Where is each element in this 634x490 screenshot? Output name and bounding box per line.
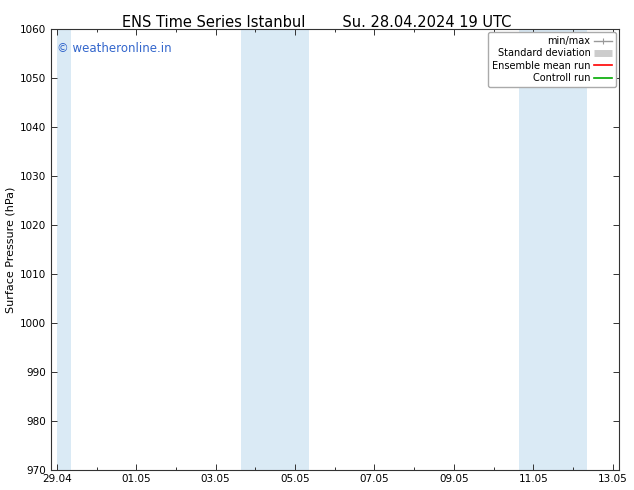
Text: ENS Time Series Istanbul        Su. 28.04.2024 19 UTC: ENS Time Series Istanbul Su. 28.04.2024 …	[122, 15, 512, 30]
Y-axis label: Surface Pressure (hPa): Surface Pressure (hPa)	[6, 186, 16, 313]
Bar	[519, 29, 587, 469]
Legend: min/max, Standard deviation, Ensemble mean run, Controll run: min/max, Standard deviation, Ensemble me…	[488, 32, 616, 87]
Text: © weatheronline.in: © weatheronline.in	[56, 42, 171, 55]
Bar	[57, 29, 70, 469]
Bar	[242, 29, 309, 469]
